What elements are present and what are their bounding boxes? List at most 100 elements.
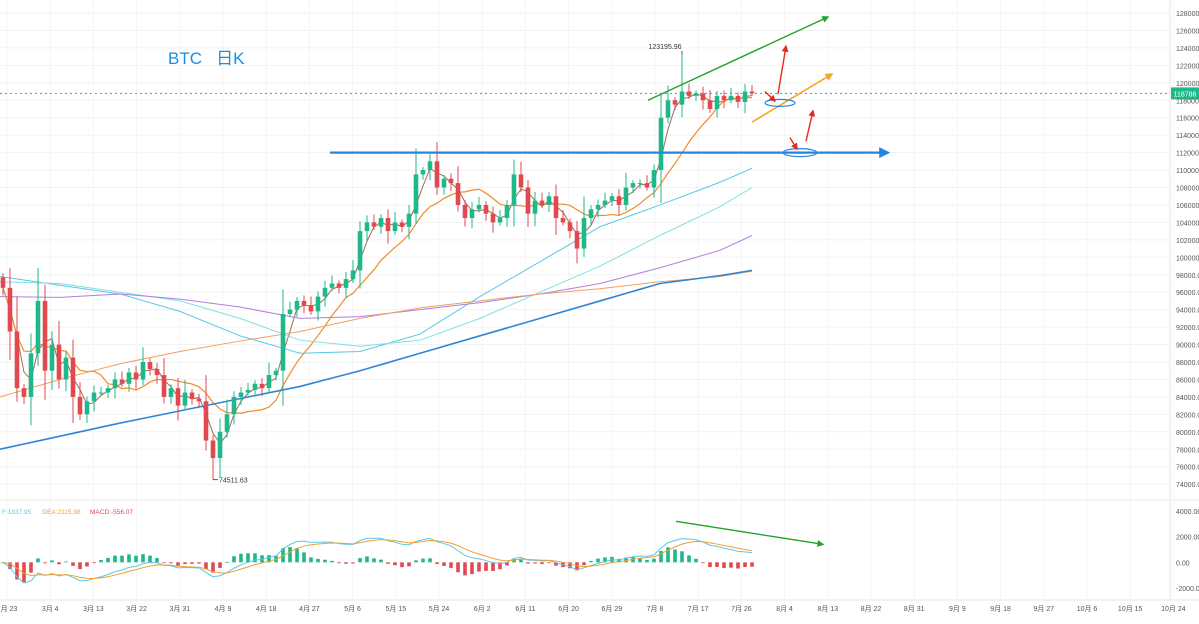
moving-average-lines	[0, 93, 753, 451]
candle	[546, 192, 552, 213]
price-tick-label: 104000.00	[1176, 220, 1199, 227]
macd-bar	[379, 559, 383, 563]
candle	[378, 214, 384, 234]
macd-bar	[246, 553, 250, 563]
candle-body	[56, 344, 62, 380]
macd-bar	[736, 562, 740, 569]
candle-body	[238, 392, 244, 397]
candle	[392, 212, 398, 236]
candle	[679, 54, 685, 118]
macd-bar	[505, 562, 509, 566]
macd-bar	[99, 560, 103, 563]
red-arrow-down-2	[789, 137, 798, 151]
candle	[441, 174, 447, 195]
price-tick-label: 78000.00	[1176, 447, 1199, 454]
macd-bar	[309, 557, 313, 563]
candle	[644, 175, 650, 191]
macd-bar	[92, 562, 96, 564]
candle-body	[84, 401, 90, 415]
price-tick-label: 118000.00	[1176, 98, 1199, 105]
macd-bar	[148, 555, 152, 563]
date-tick-label: 9月 18	[990, 605, 1011, 613]
candle-body	[147, 362, 153, 369]
candle-body	[182, 392, 188, 406]
macd-bar	[435, 562, 439, 565]
candle-body	[210, 440, 216, 458]
date-tick-label: 6月 2	[474, 605, 491, 613]
macd-bar	[477, 562, 481, 572]
candle-body	[77, 396, 83, 415]
candle	[728, 87, 734, 104]
candle	[77, 382, 83, 421]
candle-body	[595, 204, 601, 210]
candle-body	[511, 174, 517, 205]
candle-body	[364, 222, 370, 232]
price-tick-label: 74000.00	[1176, 482, 1199, 489]
candle-body	[588, 209, 594, 219]
current-price-label: 118786	[1174, 91, 1197, 98]
candle-body	[385, 218, 391, 232]
date-tick-label: 2月 23	[0, 605, 17, 613]
price-tick-label: 82000.00	[1176, 412, 1199, 419]
price-tick-label: 92000.00	[1176, 325, 1199, 332]
candle	[700, 86, 706, 110]
price-tick-label: 94000.00	[1176, 308, 1199, 315]
candle-body	[287, 309, 293, 315]
candle	[112, 372, 118, 399]
macd-header-label: DEA:2115.98	[42, 509, 81, 516]
candle	[658, 94, 664, 203]
candle-body	[322, 287, 328, 297]
price-tick-label: 102000.00	[1176, 238, 1199, 245]
price-tick-label: 88000.00	[1176, 360, 1199, 367]
candle-body	[581, 218, 587, 249]
price-tick-label: 106000.00	[1176, 203, 1199, 210]
macd-bar	[36, 558, 40, 563]
candle-body	[553, 196, 559, 219]
candle	[511, 159, 517, 227]
macd-bar	[491, 562, 495, 571]
candle-body	[574, 231, 580, 249]
macd-bar	[512, 558, 516, 563]
macd-bar	[540, 562, 544, 565]
macd-bar	[225, 561, 229, 563]
price-tick-label: 100000.00	[1176, 255, 1199, 262]
red-arrow-down-1	[764, 91, 777, 103]
macd-bar	[22, 562, 26, 582]
candle-body	[175, 388, 181, 406]
price-tick-label: 128000.00	[1176, 11, 1199, 18]
candle-body	[539, 200, 545, 205]
macd-bar	[673, 549, 677, 563]
candle	[630, 180, 636, 193]
candle	[532, 191, 538, 227]
candle	[210, 434, 216, 480]
macd-bar	[386, 562, 390, 564]
macd-bar	[183, 562, 187, 565]
macd-bar	[43, 562, 47, 564]
resistance-ellipse	[782, 148, 818, 158]
candle	[147, 358, 153, 376]
ma-line-light	[0, 187, 753, 347]
candle	[259, 378, 265, 397]
candle	[91, 385, 97, 412]
macd-bar	[239, 553, 243, 563]
candle-body	[749, 91, 755, 94]
candle	[7, 268, 13, 360]
macd-bar	[15, 562, 19, 580]
candle	[350, 260, 356, 284]
price-tick-label: 80000.00	[1176, 430, 1199, 437]
date-tick-label: 5月 24	[429, 605, 450, 613]
candle-body	[308, 305, 314, 312]
price-tick-label: 98000.00	[1176, 273, 1199, 280]
chart-title: BTC 日K	[168, 49, 245, 68]
candle	[357, 221, 363, 289]
macd-bar	[106, 557, 110, 563]
candle	[238, 387, 244, 405]
candle	[483, 201, 489, 221]
macd-divergence-arrow	[675, 520, 825, 547]
date-tick-label: 8月 4	[776, 605, 793, 613]
candle-body	[504, 204, 510, 219]
macd-bar	[519, 558, 523, 563]
date-tick-label: 4月 27	[299, 605, 320, 613]
